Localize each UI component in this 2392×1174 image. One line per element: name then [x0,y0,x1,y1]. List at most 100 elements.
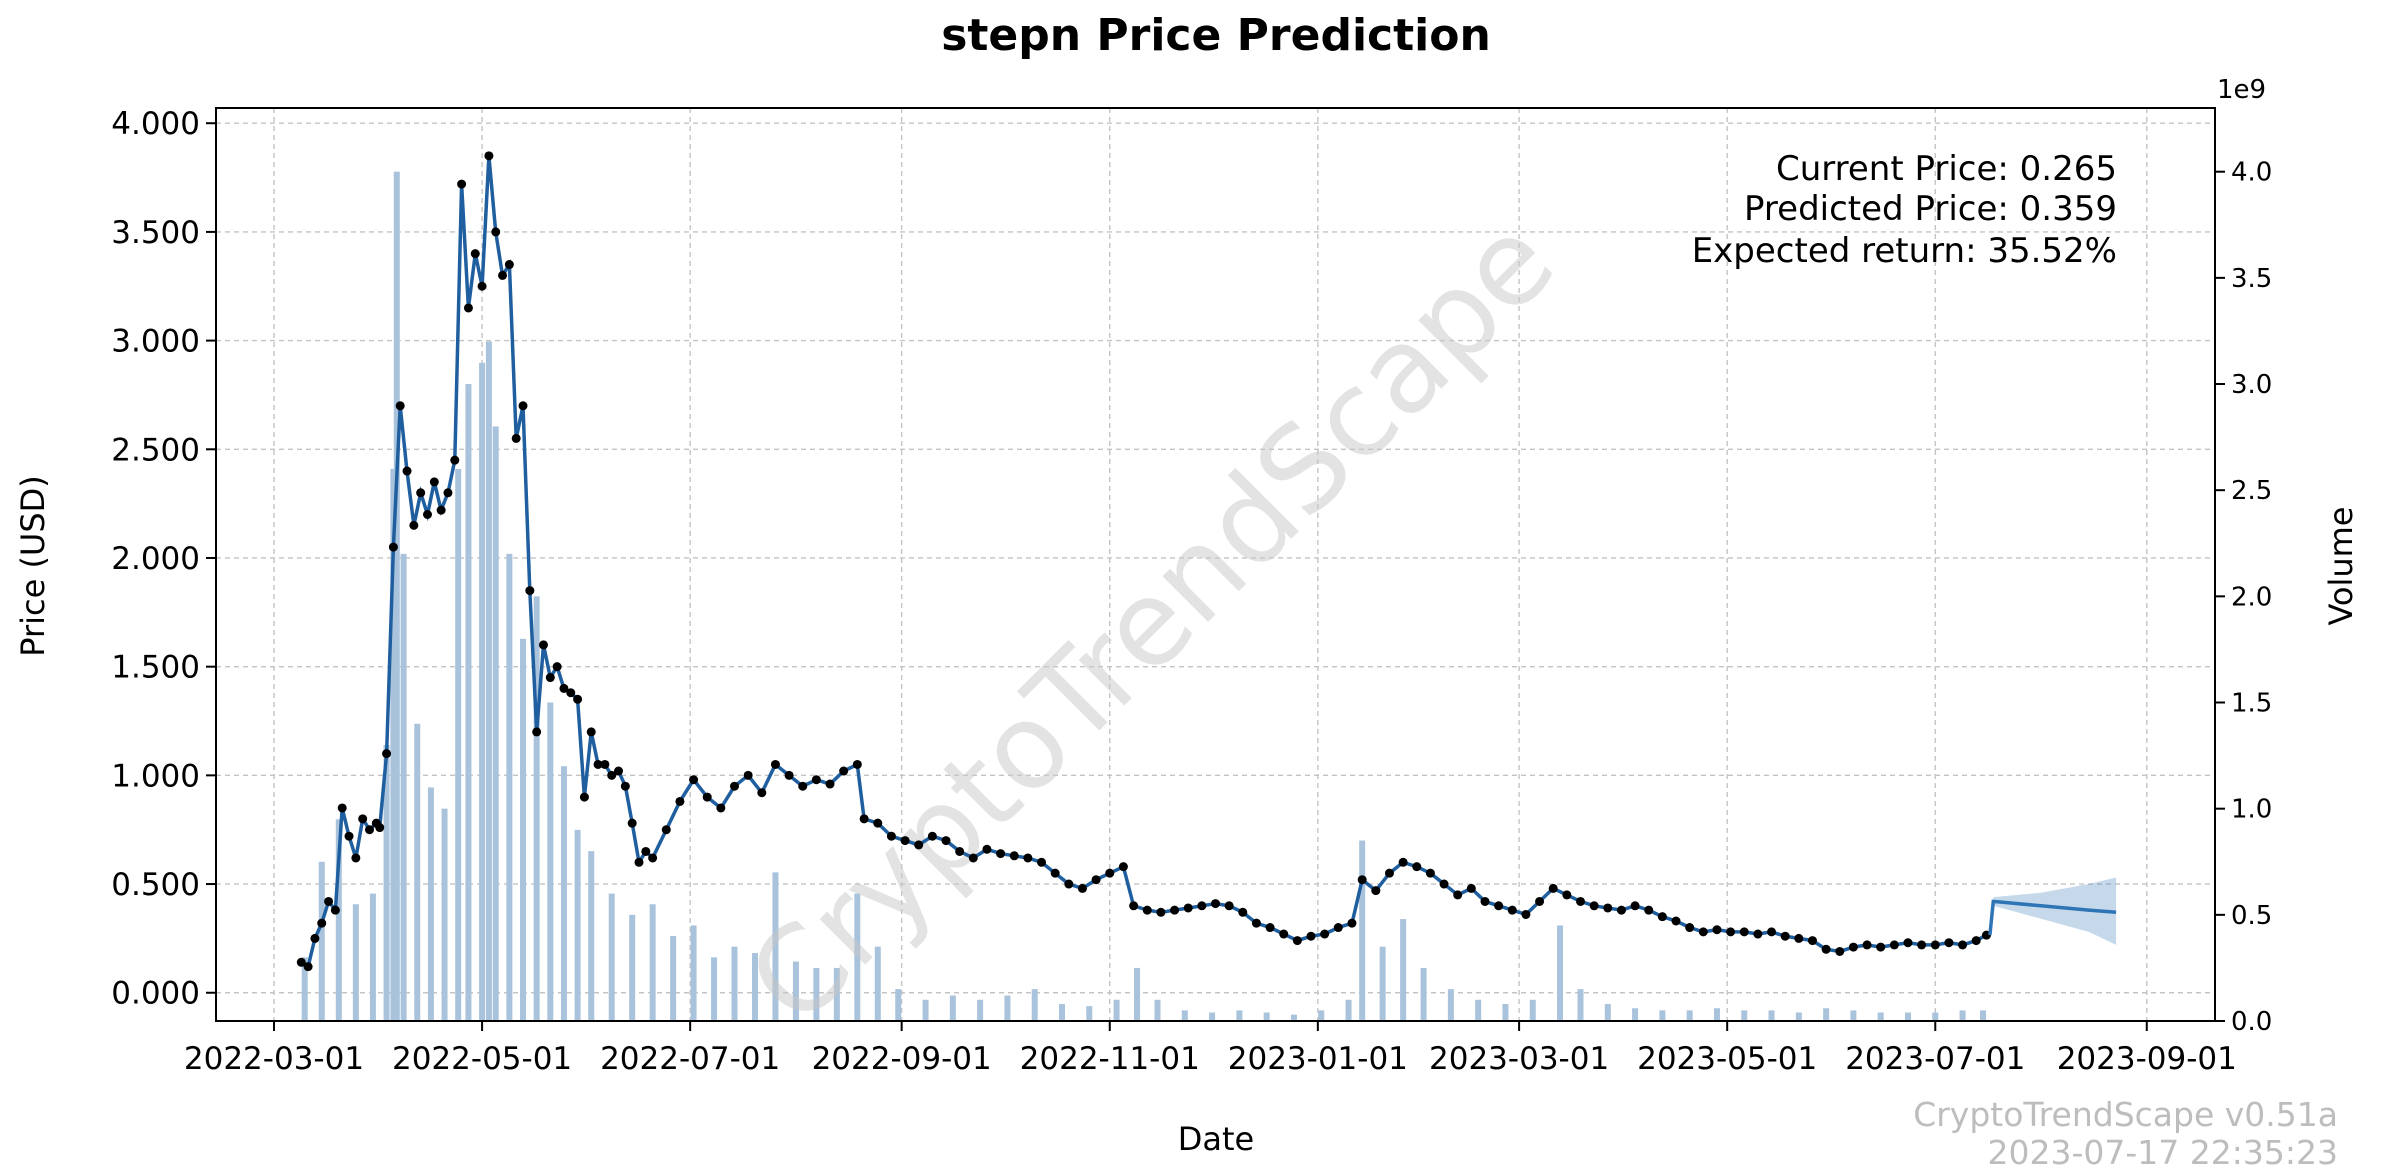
price-marker [1077,883,1087,893]
price-marker [498,270,508,280]
volume-bar [922,999,929,1021]
price-marker [614,766,624,776]
y2-axis-exponent: 1e9 [2217,75,2266,105]
price-marker [1671,916,1681,926]
y-tick-label: 4.000 [111,106,200,142]
x-tick-label: 2022-11-01 [1020,1041,1200,1077]
chart-title: stepn Price Prediction [941,10,1491,61]
price-marker [358,814,368,824]
price-marker [1616,905,1626,915]
price-marker [416,488,426,498]
volume-bar [301,957,308,1021]
watermark: CryptoTrendScape [722,192,1581,1051]
volume-bar [1980,1010,1987,1021]
volume-bar [400,553,407,1021]
price-marker [1398,857,1408,867]
price-marker [941,836,951,846]
price-marker [1064,879,1074,889]
y-tick-label: 2.000 [111,541,200,577]
price-marker [463,303,473,313]
x-tick-label: 2023-01-01 [1228,1041,1408,1077]
x-tick-label: 2022-09-01 [812,1041,992,1077]
price-marker [586,727,596,737]
price-marker [1412,862,1422,872]
y2-axis-ticks: 0.0 0.5 1.0 1.5 2.0 2.5 3.0 3.5 4.0 [2215,158,2272,1037]
price-marker [648,853,658,863]
volume-bar [1795,1012,1802,1021]
volume-bar [1263,1012,1270,1021]
price-marker [1105,868,1115,878]
volume-bar [369,893,376,1021]
price-marker [310,933,320,943]
price-marker [1384,868,1394,878]
price-marker [900,836,910,846]
volume-bar [1768,1010,1775,1021]
price-marker [1129,901,1139,911]
price-marker [627,818,637,828]
footer-timestamp: 2023-07-17 22:35:23 [1988,1133,2338,1172]
volume-bar [1420,967,1427,1021]
prediction-confidence-band [1993,877,2117,945]
price-marker [1480,896,1490,906]
price-marker [538,640,548,650]
price-marker [559,683,569,693]
price-marker [504,260,514,270]
price-marker [1238,907,1248,917]
volume-bar [1850,1010,1857,1021]
price-marker [457,179,467,189]
price-marker [511,433,521,443]
plot-frame [215,107,2216,1022]
x-axis-label: Date [1178,1120,1254,1158]
price-marker [382,749,392,759]
price-marker [337,803,347,813]
x-axis-ticks: 2022-03-01 2022-05-01 2022-07-01 2022-09-01… [184,1021,2237,1077]
volume-bar [383,744,390,1021]
price-marker [429,477,439,487]
volume-bar [1236,1010,1243,1021]
price-marker [1767,927,1777,937]
volume-bar [1086,1006,1093,1021]
price-marker [1835,946,1845,956]
price-marker [1862,940,1872,950]
price-marker [1876,942,1886,952]
volume-bar [1659,1010,1666,1021]
y-tick-label: 1.500 [111,650,200,686]
price-marker [730,781,740,791]
price-marker [351,853,361,863]
volume-bar [854,893,861,1021]
y2-tick-label: 3.5 [2231,264,2272,294]
y-axis-ticks: 0.000 0.500 1.000 1.500 2.000 2.500 3.000 3.500… [111,106,216,1012]
volume-bar [1959,1010,1966,1021]
volume-bar [520,638,527,1021]
price-marker [532,727,542,737]
y2-axis-label: Volume [2322,506,2360,625]
volume-bar [1345,999,1352,1021]
expected-return-annotation: Expected return: 35.52% [1692,231,2117,271]
price-marker [620,781,630,791]
price-marker [1118,862,1128,872]
volume-bar [1290,1014,1297,1021]
volume-bar [1713,1008,1720,1021]
price-marker [1794,933,1804,943]
volume-bar [1741,1010,1748,1021]
volume-bar [1031,989,1038,1021]
price-marker [1347,918,1357,928]
price-marker [641,846,651,856]
price-marker [330,905,340,915]
price-marker [1603,903,1613,913]
price-marker [443,488,453,498]
price-marker [675,796,685,806]
volume-bar [608,893,615,1021]
price-marker [927,831,937,841]
volume-bar [318,861,325,1021]
volume-bar [751,953,758,1021]
price-marker [436,505,446,515]
volume-bar [1823,1008,1830,1021]
price-marker [873,818,883,828]
price-marker [1292,936,1302,946]
volume-bar [813,967,820,1021]
price-marker [422,510,432,520]
volume-bar [1557,925,1564,1021]
price-marker [886,831,896,841]
volume-bar [506,553,513,1021]
